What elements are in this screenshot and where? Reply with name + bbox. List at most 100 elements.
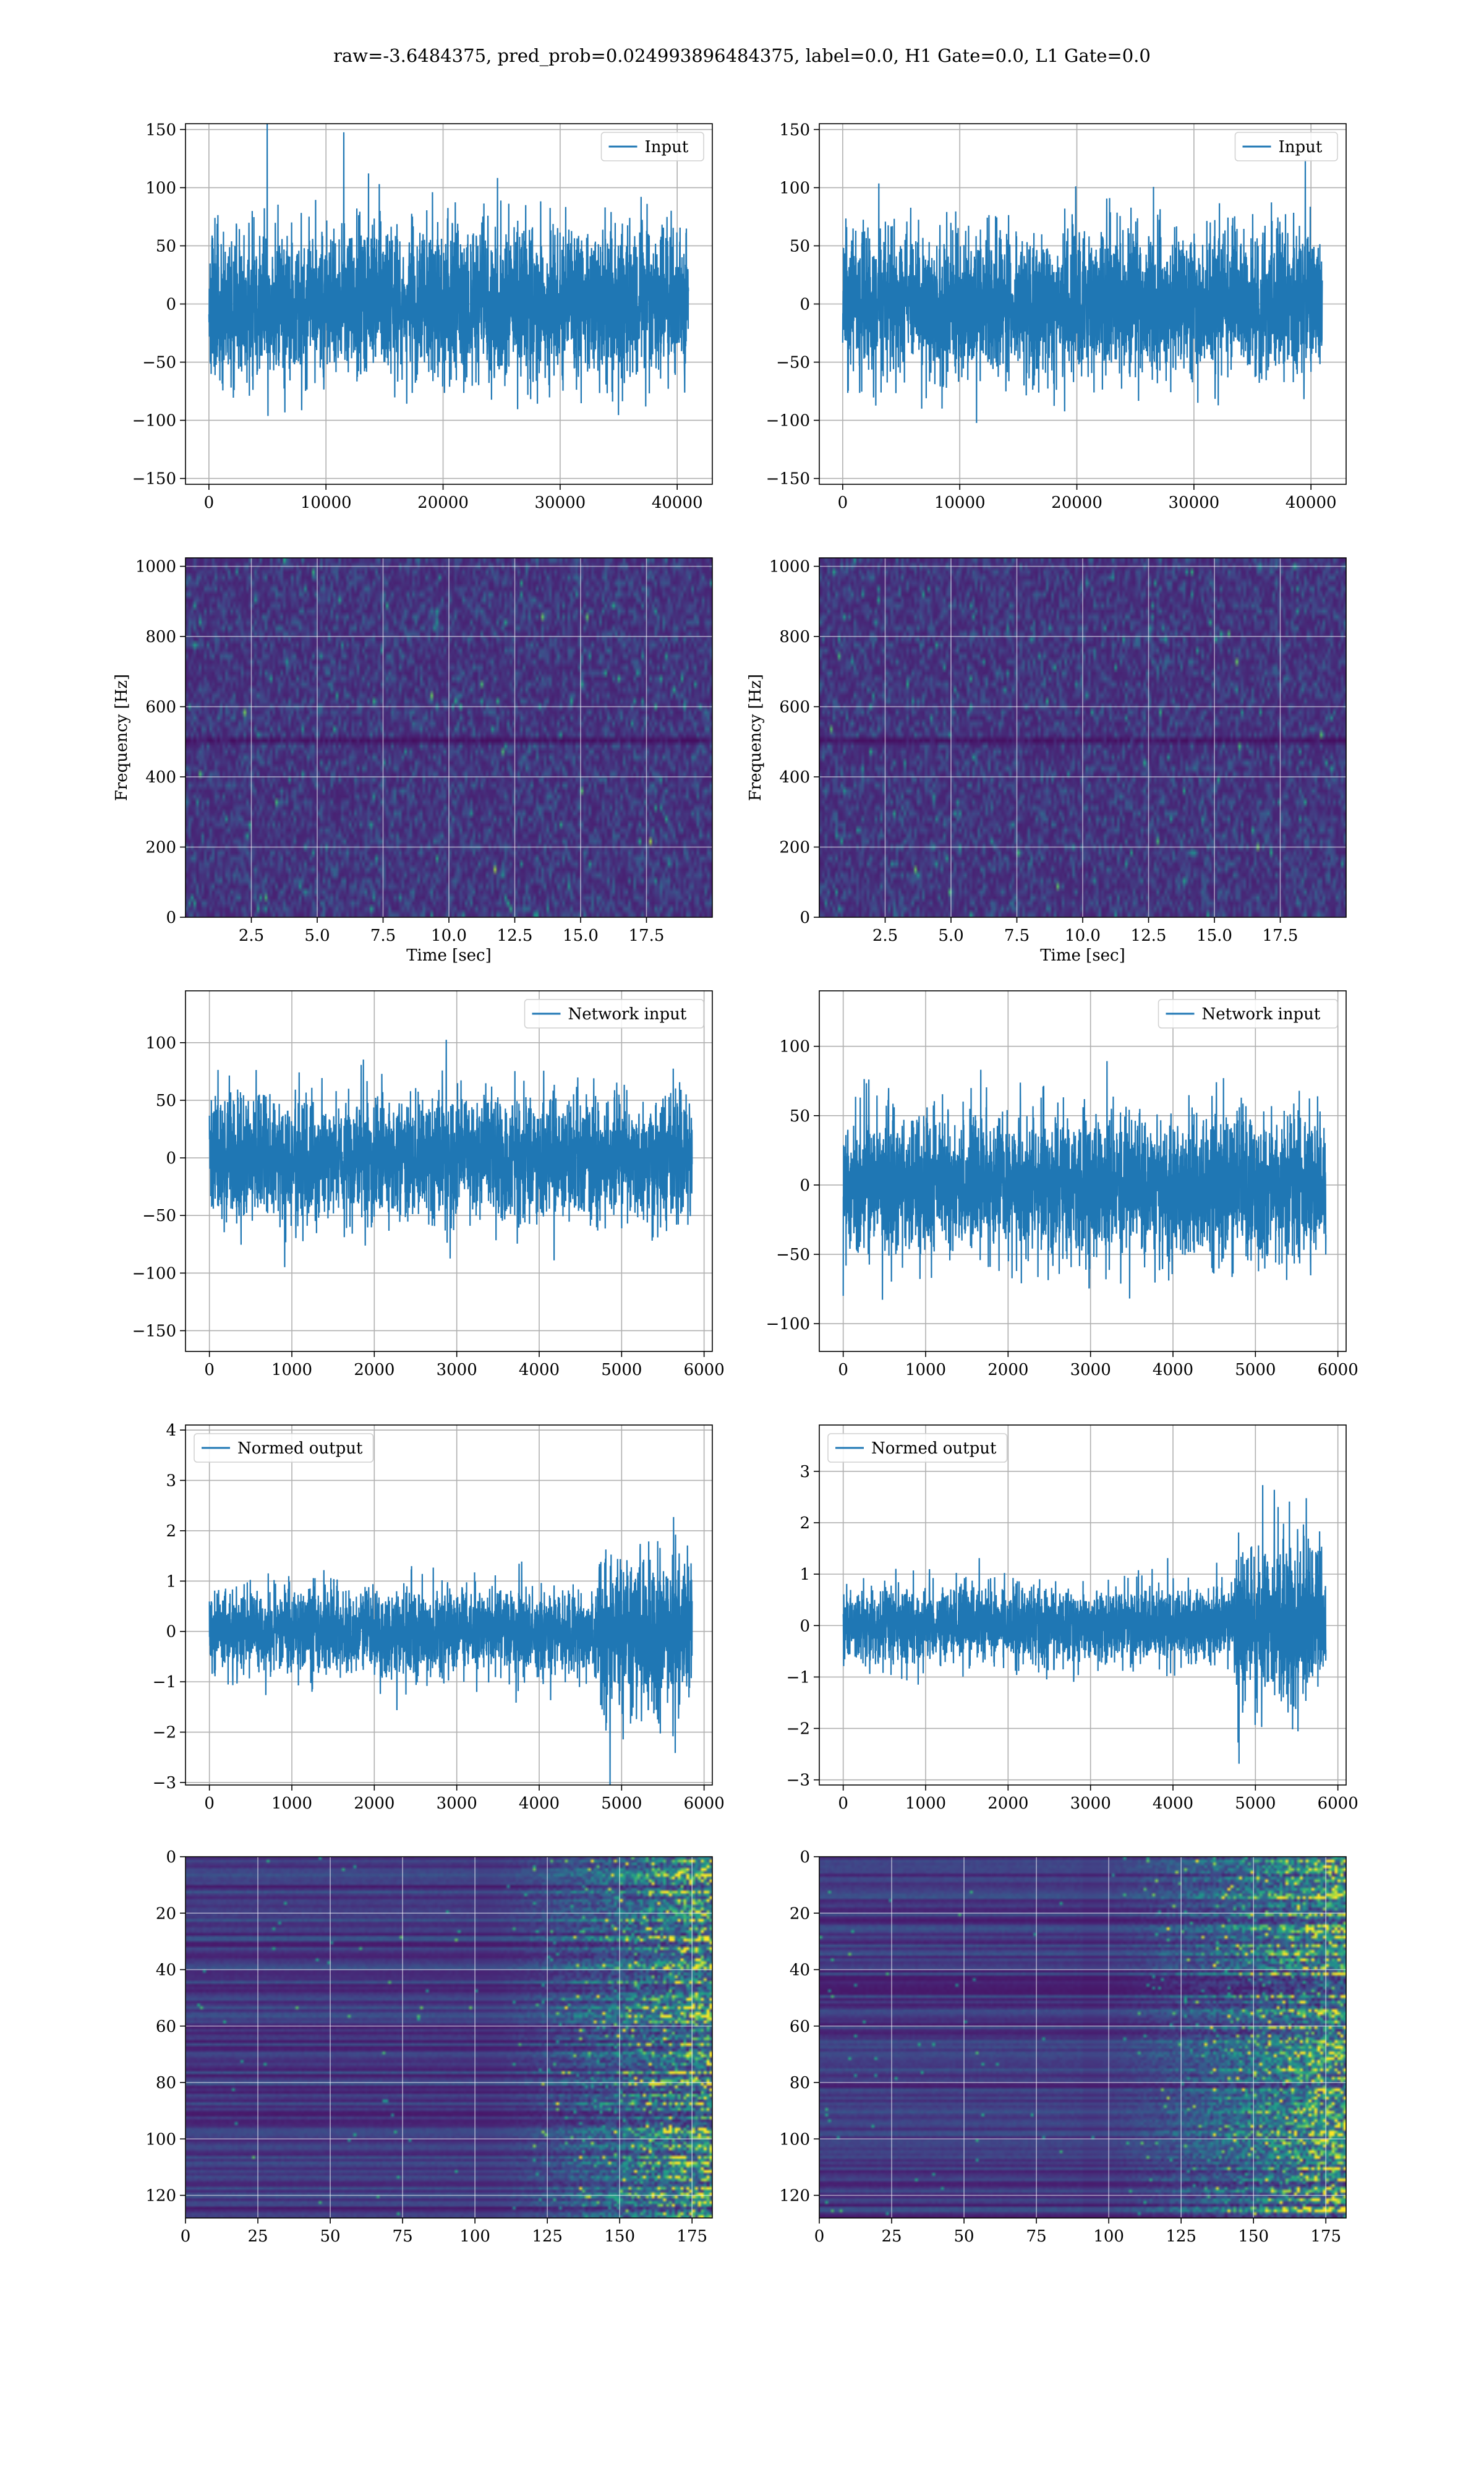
normed-output-right-ytick-label: 0: [800, 1617, 810, 1635]
network-input-left-ytick-label: 0: [166, 1149, 176, 1168]
normed-output-left-legend-box: [194, 1433, 374, 1463]
feature-map-left-image: [186, 1857, 712, 2218]
normed-output-left-ytick-label: −1: [153, 1673, 176, 1692]
normed-output-left-xtick-label: 2000: [354, 1794, 394, 1813]
input-left-panel: 0 10000 20000 30000 40000 −150 −100 −50 0 50 100 15…: [132, 121, 713, 512]
input-left-ytick-label: −150: [132, 470, 176, 489]
normed-output-right-xtick-label: 4000: [1153, 1794, 1193, 1813]
network-input-left-xtick-label: 6000: [684, 1361, 725, 1379]
network-input-right-xtick-label: 3000: [1070, 1361, 1111, 1379]
normed-output-right-ytick-label: −3: [787, 1771, 810, 1790]
normed-output-right-xtick-label: 5000: [1235, 1794, 1276, 1813]
normed-output-left-ytick-label: 3: [166, 1472, 176, 1491]
spectrogram-right-ytick-label: 600: [779, 698, 810, 717]
network-input-right-xtick-label: 6000: [1318, 1361, 1358, 1379]
network-input-right-ytick-label: 100: [779, 1038, 810, 1056]
network-input-left-frame: [185, 990, 713, 1352]
feature-map-right-xtick-label: 25: [881, 2227, 902, 2246]
feature-map-right-xtick-label: 100: [1093, 2227, 1124, 2246]
network-input-left-xtick-label: 0: [204, 1361, 215, 1379]
feature-map-left-xtick-label: 50: [320, 2227, 341, 2246]
feature-map-right-ytick-label: 80: [790, 2074, 810, 2092]
feature-map-left-xtick-label: 125: [532, 2227, 563, 2246]
spectrogram-left-xtick-label: 10.0: [431, 927, 467, 945]
normed-output-right-ytick-label: 3: [800, 1463, 810, 1481]
spectrogram-left-xtick-label: 5.0: [304, 927, 330, 945]
network-input-left-ytick-label: 50: [156, 1092, 176, 1110]
normed-output-left-ytick-label: −3: [153, 1774, 176, 1792]
input-right-legend-label: Input: [1279, 138, 1323, 156]
network-input-right-panel: 0 1000 2000 3000 4000 5000 6000 −100 −50 0 50 100 Ne…: [766, 990, 1358, 1379]
spectrogram-left-ytick-label: 400: [145, 768, 176, 787]
feature-map-left-xtick-label: 25: [247, 2227, 268, 2246]
spectrogram-left-xlabel: Time [sec]: [406, 946, 492, 965]
input-left-xtick-label: 20000: [417, 494, 469, 512]
network-input-right-legend-label: Network input: [1202, 1005, 1321, 1024]
normed-output-left-series-line: [208, 1517, 693, 1785]
spectrogram-right-ytick-label: 0: [800, 909, 810, 927]
normed-output-right-ytick-label: 1: [800, 1565, 810, 1584]
input-left-legend: Input: [600, 132, 704, 161]
normed-output-right-xtick-label: 0: [838, 1794, 848, 1813]
spectrogram-right-xtick-label: 15.0: [1196, 927, 1232, 945]
network-input-right-frame: [819, 990, 1347, 1352]
normed-output-left-frame: [185, 1424, 713, 1786]
feature-map-left-frame: [185, 1856, 713, 2219]
input-left-ytick-label: 150: [145, 121, 176, 139]
feature-map-right-ytick-label: 0: [800, 1848, 810, 1867]
input-right-ytick-label: 100: [779, 179, 810, 197]
input-left-legend-label: Input: [645, 138, 689, 156]
normed-output-left-xtick-label: 5000: [601, 1794, 642, 1813]
feature-map-right-image: [819, 1857, 1346, 2218]
feature-map-left-ytick-label: 60: [156, 2018, 176, 2036]
feature-map-right-frame: [819, 1856, 1347, 2219]
input-right-xtick-label: 30000: [1169, 494, 1220, 512]
input-right-xtick-label: 0: [838, 494, 848, 512]
input-right-ytick-label: −50: [776, 354, 810, 372]
network-input-right-xtick-label: 2000: [987, 1361, 1028, 1379]
normed-output-left-panel: 0 1000 2000 3000 4000 5000 6000 −3 −2 −1 0 1 2 3 4 Norm…: [153, 1421, 725, 1813]
spectrogram-right-ytick-label: 200: [779, 839, 810, 857]
normed-output-left-ytick-label: 1: [166, 1572, 176, 1591]
spectrogram-left-ylabel: Frequency [Hz]: [113, 674, 131, 802]
normed-output-right-xtick-label: 1000: [905, 1794, 946, 1813]
normed-output-right-panel: 0 1000 2000 3000 4000 5000 6000 −3 −2 −1 0 1 2 3 Norme…: [787, 1424, 1358, 1813]
normed-output-left-legend: Normed output: [194, 1433, 374, 1463]
input-left-xtick-label: 0: [204, 494, 215, 512]
spectrogram-left-ytick-label: 1000: [135, 558, 176, 576]
input-right-xtick-label: 20000: [1051, 494, 1102, 512]
spectrogram-left-panel: 2.5 5.0 7.5 10.0 12.5 15.0 17.5 0 200 400 600 800 10…: [113, 557, 713, 965]
network-input-left-panel: 0 1000 2000 3000 4000 5000 6000 −150 −100 −50 0 50 1…: [132, 990, 725, 1379]
feature-map-right-ytick-label: 120: [779, 2187, 810, 2206]
feature-map-right-ytick-label: 60: [790, 2018, 810, 2036]
network-input-right-xtick-label: 0: [838, 1361, 848, 1379]
normed-output-right-ytick-label: 2: [800, 1514, 810, 1533]
spectrogram-right-xlabel: Time [sec]: [1040, 946, 1125, 965]
network-input-left-xtick-label: 4000: [519, 1361, 560, 1379]
spectrogram-right-ytick-label: 800: [779, 628, 810, 646]
feature-map-right-ytick-label: 100: [779, 2130, 810, 2149]
spectrogram-left-ytick-label: 600: [145, 698, 176, 717]
network-input-right-legend-box: [1158, 999, 1338, 1029]
input-left-xtick-label: 40000: [652, 494, 703, 512]
input-right-xtick-label: 10000: [934, 494, 986, 512]
feature-map-left-xtick-label: 175: [676, 2227, 707, 2246]
spectrogram-left-xtick-label: 15.0: [563, 927, 599, 945]
feature-map-left-ytick-label: 0: [166, 1848, 176, 1867]
normed-output-left-xtick-label: 3000: [437, 1794, 477, 1813]
input-right-ytick-label: 50: [790, 237, 810, 255]
network-input-left-ytick-label: −100: [132, 1264, 176, 1283]
spectrogram-right-xtick-label: 17.5: [1263, 927, 1298, 945]
normed-output-left-xtick-label: 1000: [271, 1794, 312, 1813]
network-input-left-xtick-label: 5000: [601, 1361, 642, 1379]
input-right-series-line: [842, 160, 1323, 423]
network-input-right-legend: Network input: [1158, 999, 1338, 1029]
figure-title: raw=-3.6484375, pred_prob=0.024993896484…: [333, 45, 1151, 67]
input-right-ytick-label: −150: [766, 470, 810, 489]
network-input-left-series-line: [208, 1040, 693, 1267]
normed-output-left-xtick-label: 6000: [684, 1794, 725, 1813]
normed-output-right-frame: [819, 1424, 1347, 1786]
panels: 0 10000 20000 30000 40000−150−100−5005010015…: [113, 121, 1358, 2246]
network-input-right-ytick-label: −50: [776, 1246, 810, 1264]
